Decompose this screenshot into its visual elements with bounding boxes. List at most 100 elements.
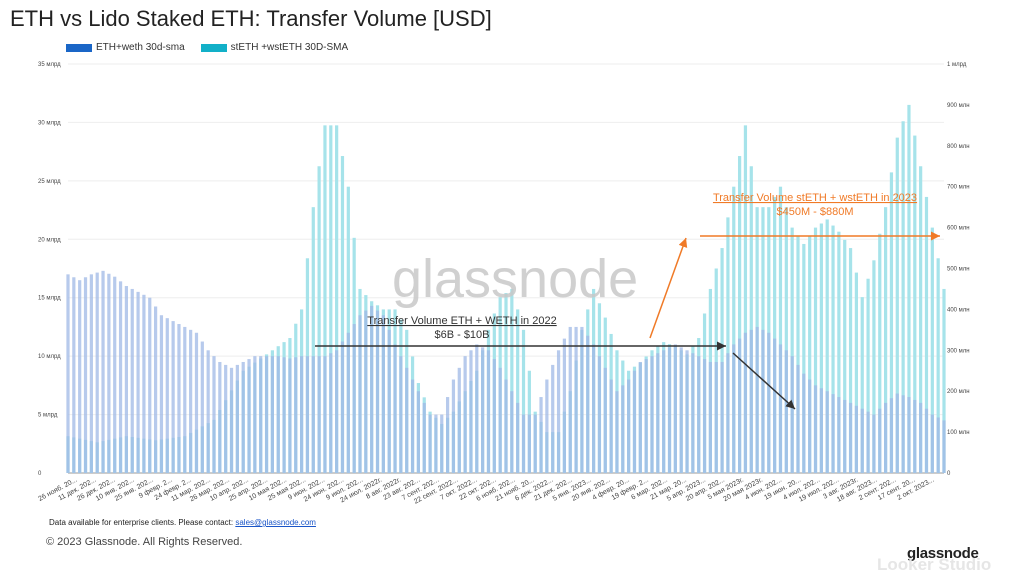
eth-bar: [527, 414, 531, 473]
eth-bar: [107, 273, 111, 473]
eth-bar: [621, 385, 625, 473]
annotation-steth-arrow-up: [649, 237, 688, 339]
eth-bar: [784, 350, 788, 473]
steth-bar: [732, 186, 736, 473]
steth-bar: [743, 125, 748, 473]
eth-bar: [878, 408, 882, 473]
eth-bar: [148, 297, 152, 473]
eth-bar: [194, 332, 199, 473]
eth-bar: [813, 385, 818, 473]
steth-bar: [843, 239, 847, 473]
annotation-eth-range: $6B - $10B: [434, 329, 489, 341]
steth-bar: [521, 329, 526, 473]
eth-bar: [66, 274, 70, 473]
annotation-steth-title: Transfer Volume stETH + wstETH in 2023: [713, 192, 917, 204]
eth-bar: [235, 364, 239, 473]
legend-swatch-steth: [200, 43, 227, 52]
eth-bar: [615, 391, 619, 473]
eth-bar: [276, 356, 280, 473]
eth-bar: [773, 338, 777, 473]
y-right-tick-label: 900 млн: [947, 103, 970, 109]
y-left-tick-label: 15 млрд: [38, 296, 61, 302]
steth-bar: [878, 233, 882, 473]
eth-bar: [206, 350, 210, 473]
eth-bar: [656, 353, 660, 473]
eth-bar: [819, 388, 823, 473]
eth-bar: [551, 364, 555, 473]
eth-bar: [89, 274, 93, 473]
eth-bar: [72, 277, 76, 473]
eth-bar: [737, 338, 742, 473]
steth-bar: [913, 135, 917, 473]
steth-bar: [895, 137, 899, 473]
looker-studio-logo: Looker Studio: [877, 555, 992, 574]
eth-bar: [463, 356, 467, 473]
steth-bar: [831, 225, 835, 473]
eth-bar: [410, 379, 415, 473]
eth-bar: [358, 315, 362, 473]
eth-bar: [486, 350, 491, 473]
y-right-tick-label: 100 млн: [947, 430, 970, 436]
eth-bar: [130, 288, 134, 473]
eth-bar: [516, 402, 520, 473]
y-left-tick-label: 5 млрд: [38, 413, 58, 419]
legend-item-eth[interactable]: ETH+weth 30d-sma: [66, 42, 185, 53]
steth-bar: [942, 288, 946, 473]
steth-bar: [883, 207, 888, 473]
contact-email-link[interactable]: sales@glassnode.com: [235, 518, 316, 527]
eth-bar: [761, 329, 765, 473]
chart-legend: ETH+weth 30d-sma stETH +wstETH 30D-SMA: [66, 42, 348, 53]
eth-bar: [697, 356, 701, 473]
eth-bar: [422, 402, 426, 473]
y-right-tick-label: 800 млн: [947, 144, 970, 150]
steth-bar: [901, 121, 905, 473]
steth-bar: [924, 196, 929, 474]
legend-label-eth: ETH+weth 30d-sma: [96, 42, 185, 53]
eth-bar: [609, 379, 613, 473]
eth-bar: [229, 367, 234, 473]
eth-bar: [726, 353, 730, 473]
eth-bar: [743, 332, 748, 473]
eth-bar: [708, 361, 713, 473]
eth-bar: [521, 414, 526, 473]
steth-bar: [340, 156, 345, 473]
eth-bar: [95, 272, 99, 473]
steth-bar: [919, 166, 923, 473]
eth-bar: [101, 270, 105, 473]
steth-bar: [516, 309, 520, 473]
eth-bar: [481, 347, 485, 473]
eth-bar: [317, 356, 321, 473]
eth-bar: [591, 344, 596, 473]
eth-bar: [288, 358, 292, 473]
eth-bar: [714, 361, 718, 473]
y-right-tick-label: 1 млрд: [947, 62, 967, 68]
legend-swatch-eth: [66, 43, 92, 52]
steth-bar: [802, 243, 806, 473]
eth-bar: [860, 408, 864, 473]
y-right-tick-label: 200 млн: [947, 389, 970, 395]
eth-bar: [848, 402, 853, 473]
steth-bar: [773, 196, 777, 474]
steth-bar: [819, 223, 823, 473]
eth-bar: [118, 281, 123, 473]
eth-bar: [533, 414, 537, 473]
steth-bar: [825, 219, 829, 473]
eth-bar: [498, 367, 502, 473]
copyright-text: © 2023 Glassnode. All Rights Reserved.: [46, 536, 243, 548]
y-left-tick-label: 10 млрд: [38, 354, 61, 360]
eth-bar: [428, 414, 432, 473]
y-right-tick-label: 0: [947, 471, 951, 477]
eth-bar: [270, 356, 275, 473]
steth-bar: [866, 278, 870, 473]
steth-bar: [346, 186, 350, 473]
eth-bar: [650, 356, 654, 473]
eth-bar: [78, 280, 82, 473]
steth-bar: [837, 231, 841, 473]
legend-item-steth[interactable]: stETH +wstETH 30D-SMA: [200, 42, 348, 53]
eth-bar: [837, 397, 841, 473]
steth-bar: [790, 227, 794, 473]
eth-bar: [568, 326, 572, 473]
eth-bar: [218, 361, 222, 473]
eth-bar: [732, 344, 736, 473]
